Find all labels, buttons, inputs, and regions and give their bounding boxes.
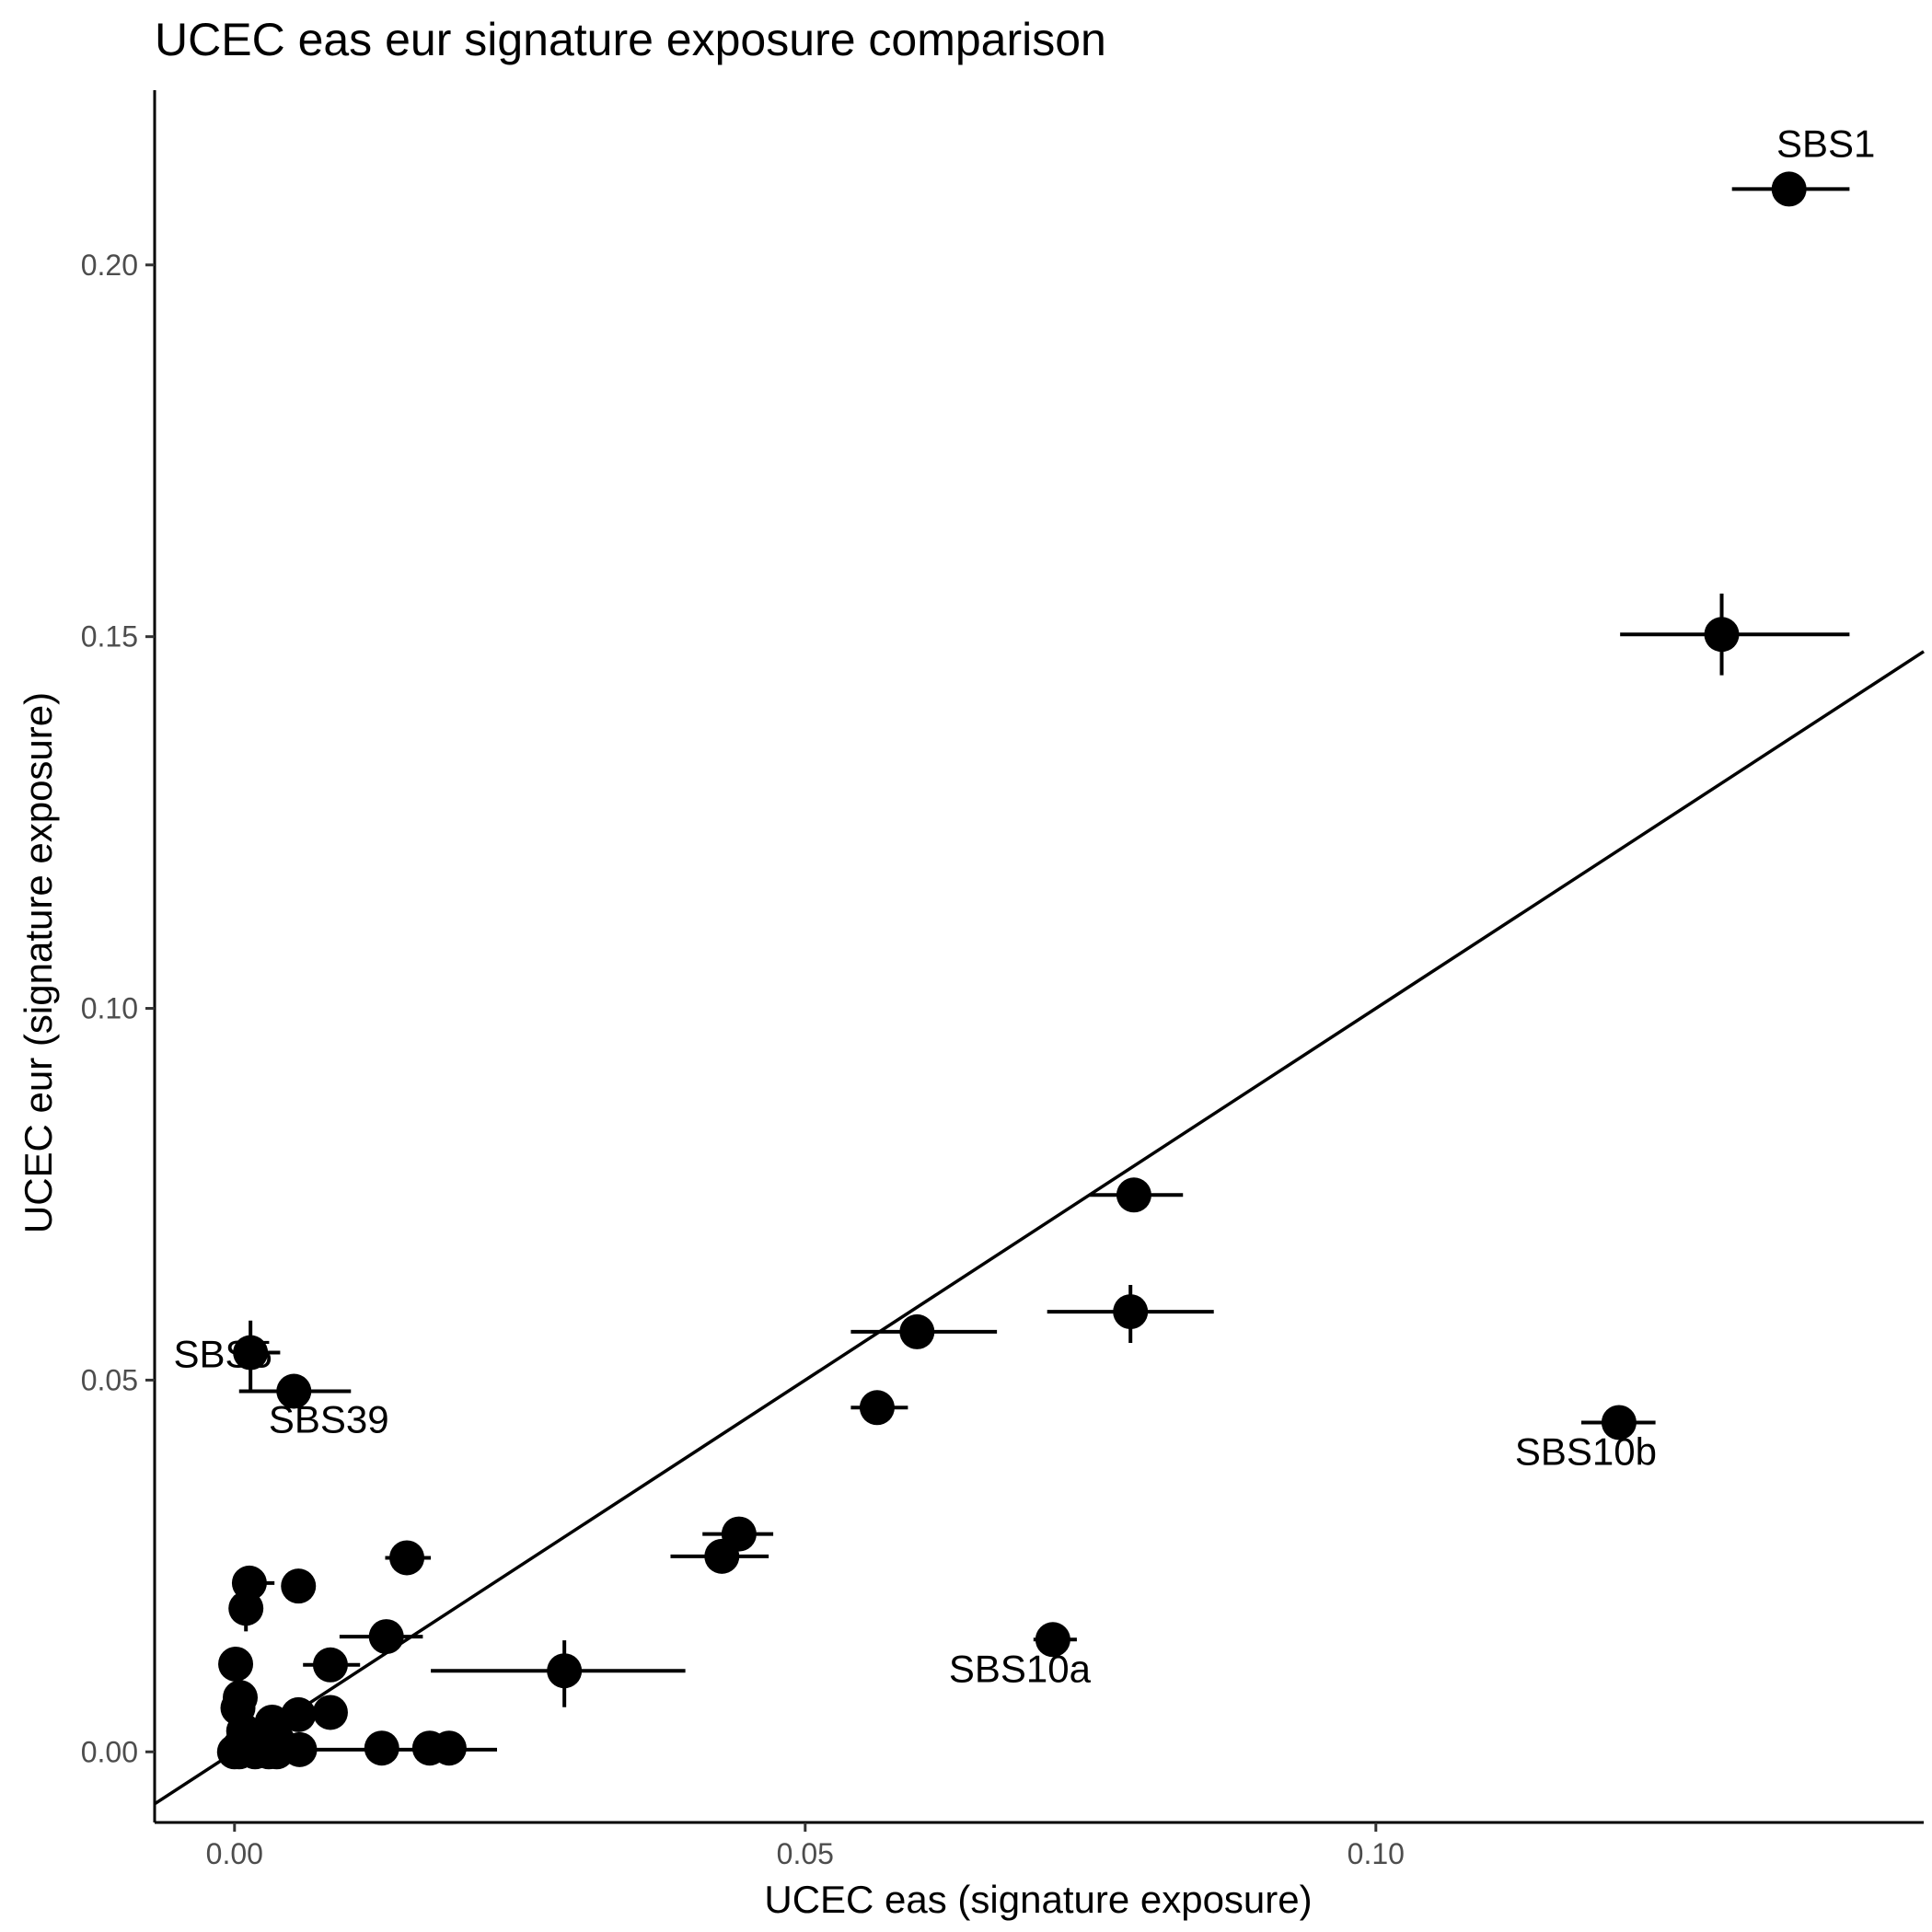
data-point (228, 1591, 264, 1626)
data-point (704, 1538, 740, 1574)
data-point (312, 1647, 348, 1683)
data-point (1116, 1177, 1151, 1213)
data-point (368, 1619, 404, 1655)
x-axis-label: UCEC eas (signature exposure) (764, 1878, 1312, 1921)
point-label: SBS10a (949, 1647, 1092, 1690)
data-point (1113, 1294, 1149, 1330)
axes-group (153, 90, 1924, 1824)
y-axis-label: UCEC eur (signature exposure) (17, 692, 60, 1233)
data-point (282, 1731, 318, 1767)
points-group (216, 171, 1807, 1770)
data-point (364, 1730, 399, 1766)
data-point (1771, 171, 1807, 207)
point-label: SBS1 (1776, 121, 1875, 165)
y-ticks-group: 0.00 0.05 0.10 0.15 0.20 (81, 249, 155, 1768)
y-tick-label: 0.00 (81, 1735, 138, 1768)
y-tick-label: 0.20 (81, 249, 138, 282)
error-bars-group (234, 187, 1850, 1752)
data-point (1704, 617, 1740, 653)
data-point (276, 1373, 312, 1409)
point-label: SBS5 (173, 1333, 272, 1376)
data-point (547, 1653, 583, 1689)
x-tick-label: 0.05 (777, 1837, 834, 1870)
x-tick-label: 0.10 (1348, 1837, 1405, 1870)
y-tick-label: 0.05 (81, 1363, 138, 1396)
data-point (218, 1646, 254, 1682)
data-point (233, 1335, 269, 1371)
y-tick-label: 0.10 (81, 992, 138, 1025)
data-point (431, 1730, 467, 1766)
reference-line-group (154, 650, 1925, 1806)
data-point (1601, 1405, 1637, 1440)
identity-line (154, 650, 1925, 1806)
point-label: SBS10b (1515, 1429, 1657, 1473)
chart-title: UCEC eas eur signature exposure comparis… (155, 14, 1106, 65)
x-ticks-group: 0.00 0.05 0.10 (206, 1822, 1405, 1870)
point-labels-group: SBS1 SBS10b SBS10a SBS39 SBS5 (173, 121, 1875, 1690)
data-point (1035, 1622, 1070, 1658)
data-point (899, 1313, 935, 1349)
data-point (281, 1568, 317, 1604)
x-tick-label: 0.00 (206, 1837, 263, 1870)
data-point (312, 1695, 348, 1730)
y-tick-label: 0.15 (81, 620, 138, 654)
point-label: SBS39 (269, 1398, 389, 1441)
data-point (281, 1696, 317, 1732)
data-point (389, 1540, 425, 1576)
data-point (859, 1390, 895, 1426)
